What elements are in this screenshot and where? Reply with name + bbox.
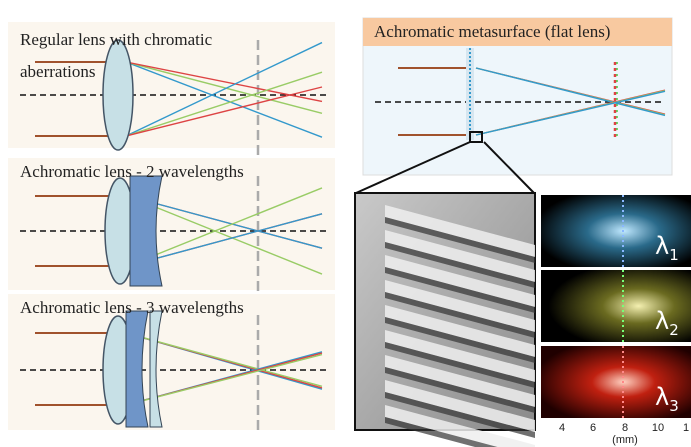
fin xyxy=(385,305,535,357)
fin xyxy=(385,380,535,432)
panel xyxy=(8,158,335,290)
lens xyxy=(125,310,149,428)
ray xyxy=(127,187,323,267)
focus-image xyxy=(541,195,691,267)
lens xyxy=(102,39,134,151)
fin-shadow xyxy=(385,292,535,338)
zoom-box xyxy=(469,131,483,143)
lens xyxy=(149,310,163,428)
fin-shadow xyxy=(385,242,535,288)
panel-title: Achromatic lens - 2 wavelengths xyxy=(20,162,244,181)
ray xyxy=(125,353,323,406)
panel-header xyxy=(363,18,672,46)
fin xyxy=(385,280,535,332)
fin xyxy=(385,330,535,382)
fin-shadow xyxy=(385,317,535,363)
fin xyxy=(385,230,535,282)
panel-title: Achromatic metasurface (flat lens) xyxy=(374,22,611,41)
wavelength-label: λ3 xyxy=(655,383,679,415)
ray xyxy=(127,213,323,267)
panel xyxy=(8,294,335,430)
ray xyxy=(475,90,666,136)
fin-shadow xyxy=(385,367,535,413)
ray xyxy=(125,61,323,138)
fin-shadow xyxy=(385,417,498,447)
fin-shadow xyxy=(385,217,535,263)
ray xyxy=(125,332,323,387)
axis-unit: (mm) xyxy=(612,434,638,446)
axis-tick: 4 xyxy=(559,422,565,434)
fin xyxy=(385,405,535,447)
focus-image xyxy=(541,346,691,418)
wavelength-label: λ1 xyxy=(655,232,679,264)
axis-tick: 8 xyxy=(622,422,628,434)
zoom-line xyxy=(355,141,471,194)
ray xyxy=(125,61,323,115)
axis-tick: 6 xyxy=(590,422,596,434)
fin-shadow xyxy=(385,267,535,313)
ray xyxy=(125,41,323,137)
ray xyxy=(127,195,323,249)
fin-shadow xyxy=(385,342,535,388)
ray xyxy=(475,67,666,117)
fin xyxy=(385,355,535,407)
fin xyxy=(385,255,535,307)
focus-image xyxy=(541,270,691,342)
fin-shadow xyxy=(385,392,535,438)
ray xyxy=(125,71,323,137)
ray xyxy=(125,86,323,137)
panel-title: Regular lens with chromatic aberrations xyxy=(20,30,213,81)
axis-tick: 10 xyxy=(652,422,664,434)
zoom-line xyxy=(483,141,535,194)
panel-title: Achromatic lens - 3 wavelengths xyxy=(20,298,244,317)
fin xyxy=(385,205,535,257)
rays xyxy=(20,39,666,432)
sem-fins xyxy=(385,205,535,447)
lens xyxy=(129,175,163,287)
axis-tick: 1 xyxy=(683,422,689,434)
ray xyxy=(127,195,323,275)
wavelength-label: λ2 xyxy=(655,307,679,339)
